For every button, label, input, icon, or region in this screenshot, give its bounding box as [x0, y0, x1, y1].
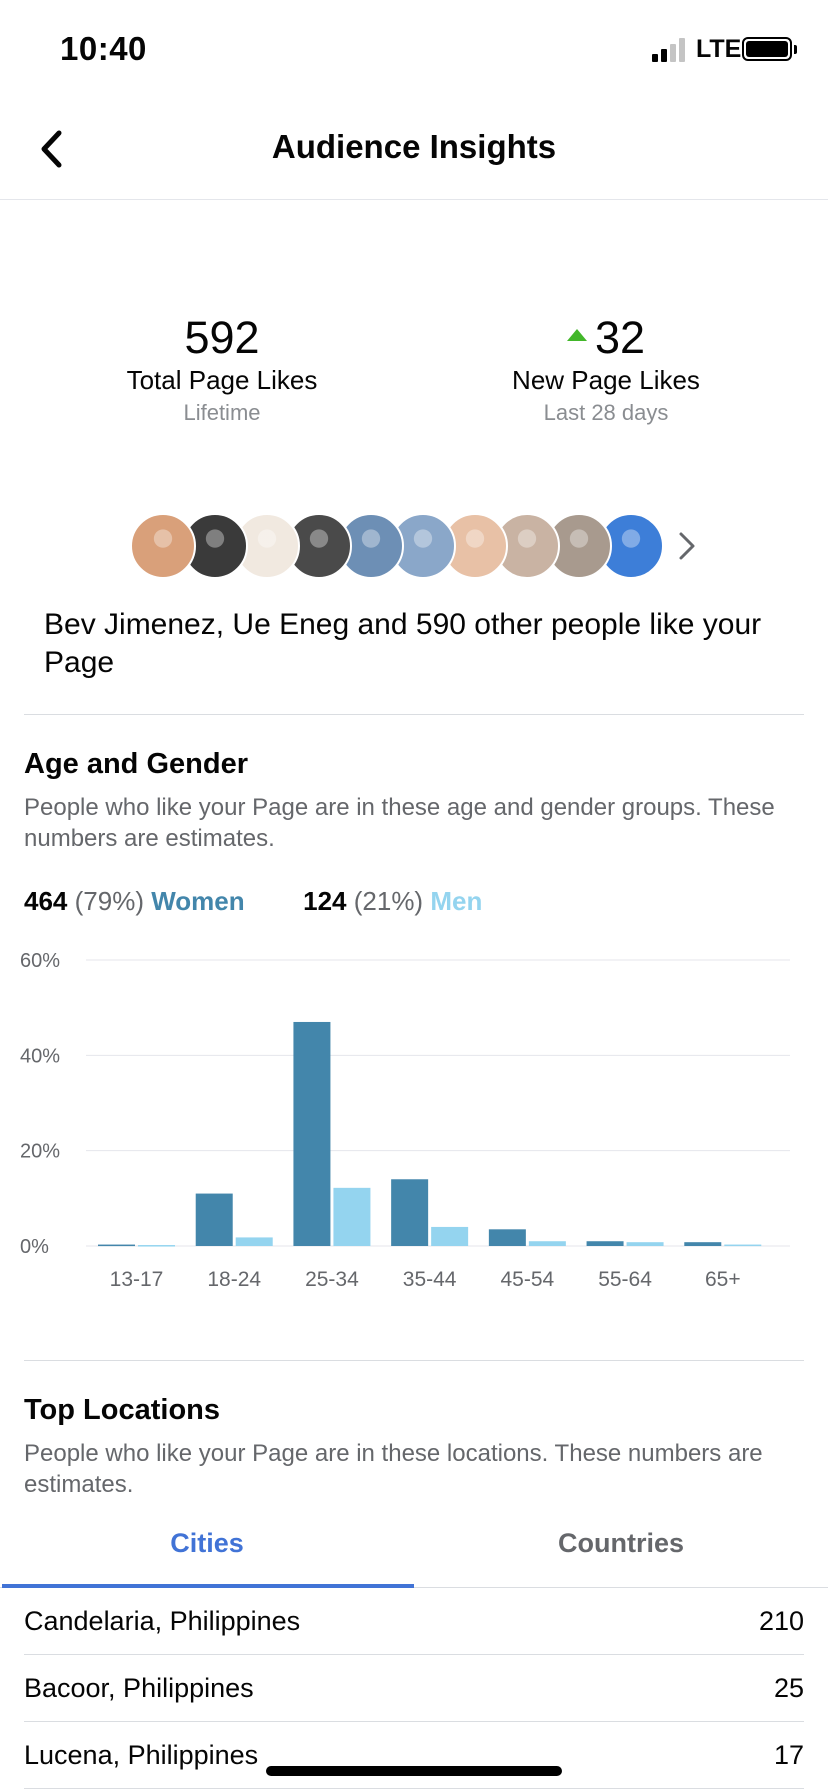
location-name: Lucena, Philippines: [24, 1739, 259, 1770]
bar-women: [293, 1021, 331, 1246]
location-tabs: Cities Countries: [0, 1510, 828, 1588]
status-bar: 10:40 LTE: [0, 0, 828, 100]
total-page-likes: 592 Total Page Likes Lifetime: [92, 312, 352, 428]
bar-men: [235, 1237, 273, 1246]
total-likes-period: Lifetime: [183, 400, 261, 425]
bar-men: [626, 1242, 664, 1246]
liker-avatar[interactable]: [494, 513, 560, 579]
y-tick-label: 0%: [20, 1236, 49, 1258]
women-pct: (79%): [74, 886, 144, 916]
new-likes-label: New Page Likes: [512, 365, 700, 395]
chevron-right-icon[interactable]: [672, 528, 702, 564]
location-value: 17: [773, 1739, 804, 1770]
gender-summary: 464 (79%) Women 124 (21%) Men: [24, 886, 482, 917]
location-name: Bacoor, Philippines: [24, 1672, 254, 1703]
age-gender-chart: 0% 20% 40% 60% 13-17 18-24 25-34 35-44 45-54 55-6…: [20, 950, 790, 1291]
back-button[interactable]: [26, 124, 76, 174]
women-count: 464: [24, 886, 68, 916]
divider: [24, 714, 804, 715]
total-likes-label: Total Page Likes: [126, 365, 318, 395]
new-likes-period: Last 28 days: [543, 400, 669, 425]
likers-summary: Bev Jimenez, Ue Eneg and 590 other peopl…: [44, 608, 762, 679]
bar-women: [586, 1241, 624, 1246]
x-tick-label: 65+: [705, 1268, 741, 1291]
bar-men: [333, 1187, 371, 1246]
age-gender-title: Age and Gender: [24, 748, 248, 780]
location-value: 210: [758, 1605, 804, 1636]
location-row: Candelaria, Philippines 210: [24, 1588, 804, 1655]
x-tick-label: 18-24: [207, 1268, 261, 1291]
men-pct: (21%): [353, 886, 424, 916]
tab-cities[interactable]: Cities: [0, 1510, 414, 1588]
bar-women: [195, 1193, 233, 1246]
y-tick-label: 20%: [20, 1141, 60, 1163]
y-tick-label: 60%: [20, 950, 60, 972]
bar-men: [138, 1245, 175, 1247]
battery-icon: [742, 37, 792, 61]
men-label: Men: [430, 886, 483, 916]
age-gender-description: People who like your Page are in these a…: [24, 794, 775, 852]
status-time: 10:40: [60, 30, 147, 67]
bar-women: [488, 1229, 526, 1246]
x-tick-label: 35-44: [403, 1268, 457, 1291]
trend-up-icon: [566, 329, 587, 342]
women-label: Women: [151, 886, 245, 916]
signal-icon: [652, 38, 685, 62]
liker-avatars[interactable]: [130, 513, 664, 579]
bar-women: [391, 1179, 429, 1246]
tab-countries[interactable]: Countries: [557, 1528, 684, 1558]
x-tick-label: 25-34: [305, 1268, 359, 1291]
x-tick-label: 55-64: [598, 1268, 652, 1291]
header: Audience Insights: [0, 100, 828, 200]
x-tick-label: 13-17: [110, 1268, 164, 1291]
network-type: LTE: [696, 35, 742, 63]
men-count: 124: [303, 886, 347, 916]
top-locations-title: Top Locations: [24, 1394, 221, 1426]
bar-men: [724, 1244, 762, 1247]
liker-avatar[interactable]: [234, 513, 300, 579]
home-indicator: [266, 1766, 562, 1776]
liker-avatar[interactable]: [546, 513, 612, 579]
new-likes-value: 32: [594, 312, 646, 363]
chevron-left-icon: [41, 130, 62, 168]
bar-men: [528, 1241, 566, 1246]
bar-women: [98, 1244, 135, 1247]
divider: [24, 1360, 804, 1361]
page-title: Audience Insights: [271, 128, 557, 165]
liker-avatar[interactable]: [130, 513, 196, 579]
location-value: 25: [773, 1672, 804, 1703]
location-row: Lucena, Philippines 17: [24, 1722, 804, 1789]
total-likes-value: 592: [184, 312, 260, 363]
new-page-likes: 32 New Page Likes Last 28 days: [476, 312, 736, 428]
x-tick-label: 45-54: [500, 1268, 554, 1291]
battery-tip: [794, 45, 797, 54]
location-row: Bacoor, Philippines 25: [24, 1655, 804, 1722]
bar-women: [684, 1242, 722, 1246]
top-locations-description: People who like your Page are in these l…: [24, 1440, 763, 1498]
y-tick-label: 40%: [20, 1045, 60, 1067]
bar-men: [431, 1226, 469, 1246]
location-name: Candelaria, Philippines: [24, 1605, 301, 1636]
